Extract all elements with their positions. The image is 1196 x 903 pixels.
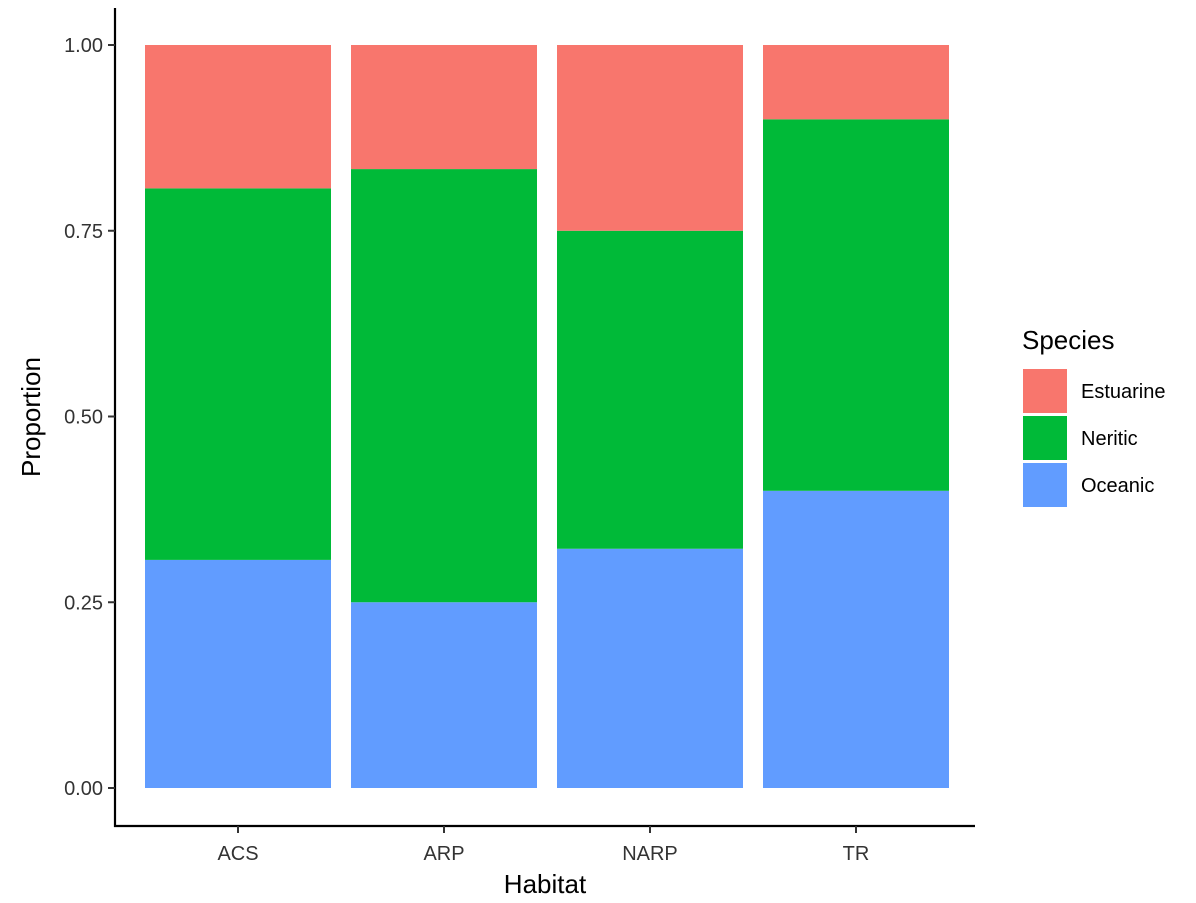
bar-segment-tr-estuarine [763,45,949,120]
bar-segment-arp-estuarine [351,45,537,170]
y-axis-title: Proportion [16,357,46,477]
y-tick-label: 0.00 [64,778,103,800]
y-tick-label: 1.00 [64,35,103,57]
x-tick-label-tr: TR [843,843,870,865]
bar-segment-arp-oceanic [351,602,537,788]
y-tick-label: 0.50 [64,407,103,429]
x-tick-label-narp: NARP [622,843,678,865]
bar-segment-acs-neritic [145,188,331,560]
x-axis-title: Habitat [504,869,587,899]
bar-segment-acs-oceanic [145,559,331,788]
legend-title: Species [1022,325,1115,355]
legend-label-estuarine: Estuarine [1081,381,1166,403]
y-tick-label: 0.25 [64,592,103,614]
x-tick-label-arp: ARP [423,843,464,865]
bar-segment-tr-oceanic [763,490,949,788]
bar-segment-narp-estuarine [557,45,743,231]
bars-layer [145,45,949,788]
bar-segment-narp-oceanic [557,548,743,788]
legend-label-oceanic: Oceanic [1081,475,1154,497]
bar-segment-narp-neritic [557,230,743,549]
y-tick-label: 0.75 [64,221,103,243]
legend: Species Estuarine Neritic Oceanic [1022,325,1166,507]
legend-key-neritic [1023,416,1067,460]
bar-segment-tr-neritic [763,119,949,491]
legend-key-estuarine [1023,369,1067,413]
legend-key-oceanic [1023,463,1067,507]
bar-segment-arp-neritic [351,169,537,603]
x-axis: ACS ARP NARP TR [114,824,975,865]
legend-label-neritic: Neritic [1081,428,1138,450]
y-axis: 0.00 0.25 0.50 0.75 1.00 [64,8,117,827]
bar-segment-acs-estuarine [145,45,331,189]
x-tick-label-acs: ACS [217,843,258,865]
